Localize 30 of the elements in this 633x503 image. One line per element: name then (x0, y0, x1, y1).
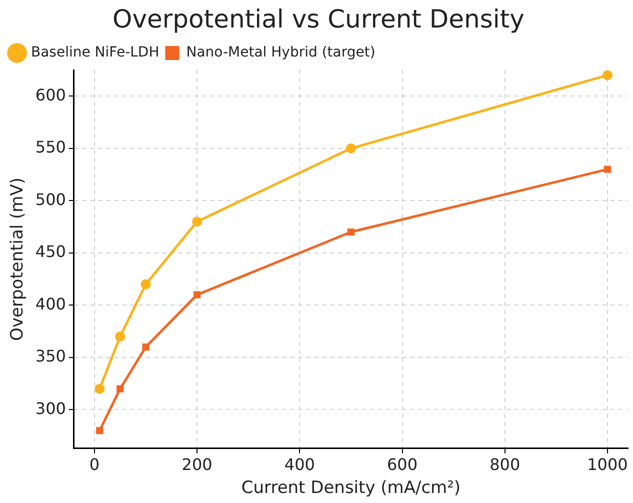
point (192, 216, 202, 227)
point (604, 166, 612, 173)
y-tick-label: 400 (35, 294, 66, 314)
x-tick-label: 0 (89, 455, 100, 474)
point (96, 427, 104, 434)
y-tick-label: 450 (35, 242, 66, 262)
y-tick-label: 500 (35, 190, 66, 209)
legend-label: Baseline NiFe-LDH (31, 44, 160, 61)
point (140, 279, 151, 290)
x-axis-title: Current Density (mA/cm²) (241, 478, 461, 498)
x-tick-label: 600 (387, 455, 418, 474)
point (602, 70, 612, 80)
x-tick-label: 200 (182, 455, 212, 474)
x-tick-label: 400 (284, 455, 315, 474)
y-tick-label: 350 (35, 346, 66, 366)
y-tick-label: 550 (35, 138, 66, 157)
point (116, 385, 124, 392)
y-axis-title: Overpotential (mV) (8, 178, 28, 341)
legend-label: Nano-Metal Hybrid (target) (186, 44, 376, 61)
point (142, 343, 150, 351)
y-tick-label: 300 (35, 398, 66, 418)
point (346, 143, 356, 154)
point (94, 384, 105, 394)
point (194, 291, 201, 298)
x-tick-label: 1000 (587, 455, 628, 474)
point (347, 228, 355, 236)
point (115, 332, 126, 342)
chart-title: Overpotential vs Current Density (112, 4, 525, 34)
x-tick-label: 800 (490, 455, 520, 474)
y-tick-label: 600 (35, 85, 66, 104)
